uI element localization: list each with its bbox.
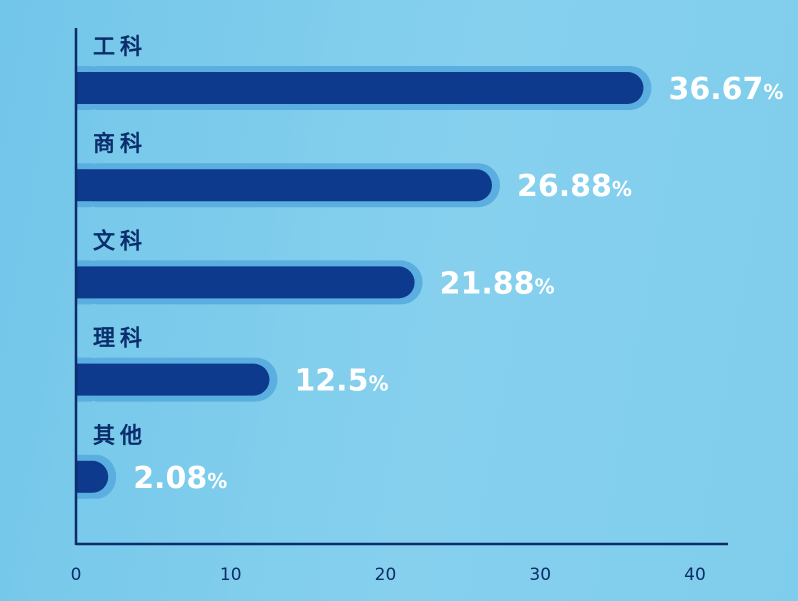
category-label: 其他 (93, 424, 147, 449)
value-label: 12.5% (294, 364, 388, 399)
bar-cap (76, 72, 92, 104)
bars-layer: 工科 36.67% 商科 26.88% 文科 21.88% 理科 12.5% 其他 2.08% (76, 35, 783, 499)
bar (76, 72, 644, 104)
bar-cap (76, 363, 92, 396)
value-label: 21.88% (440, 266, 555, 301)
category-label: 文科 (93, 228, 147, 254)
value-number: 26.88 (517, 169, 612, 204)
value-label: 2.08% (133, 461, 227, 496)
bar-group: 其他 2.08% (76, 424, 227, 499)
bar (76, 363, 270, 396)
bar-cap (76, 460, 92, 493)
bar-group: 商科 26.88% (76, 131, 632, 208)
bar (76, 266, 415, 299)
value-label: 36.67% (668, 72, 783, 107)
value-number: 2.08 (133, 461, 207, 496)
x-tick-label: 10 (220, 565, 242, 585)
value-number: 12.5 (294, 364, 368, 399)
x-tick-label: 20 (375, 565, 397, 585)
x-tick-label: 0 (71, 565, 82, 585)
x-tick-label: 30 (529, 565, 551, 585)
bar-group: 文科 21.88% (76, 228, 555, 305)
x-tick-label: 40 (684, 565, 706, 585)
bar-group: 理科 12.5% (76, 327, 389, 402)
value-percent-sign: % (763, 80, 783, 104)
value-number: 36.67 (668, 72, 763, 107)
value-percent-sign: % (368, 372, 388, 396)
bar-cap (76, 169, 92, 202)
value-number: 21.88 (440, 266, 535, 301)
x-ticks-layer: 0 10 20 30 40 (71, 565, 706, 585)
value-percent-sign: % (207, 469, 227, 493)
bar-cap (76, 266, 92, 299)
category-label: 工科 (93, 35, 147, 60)
value-percent-sign: % (612, 177, 632, 201)
category-label: 商科 (93, 131, 147, 157)
value-label: 26.88% (517, 169, 632, 204)
bar-group: 工科 36.67% (76, 35, 783, 110)
bar (76, 169, 492, 202)
value-percent-sign: % (534, 274, 554, 298)
category-label: 理科 (93, 327, 147, 352)
